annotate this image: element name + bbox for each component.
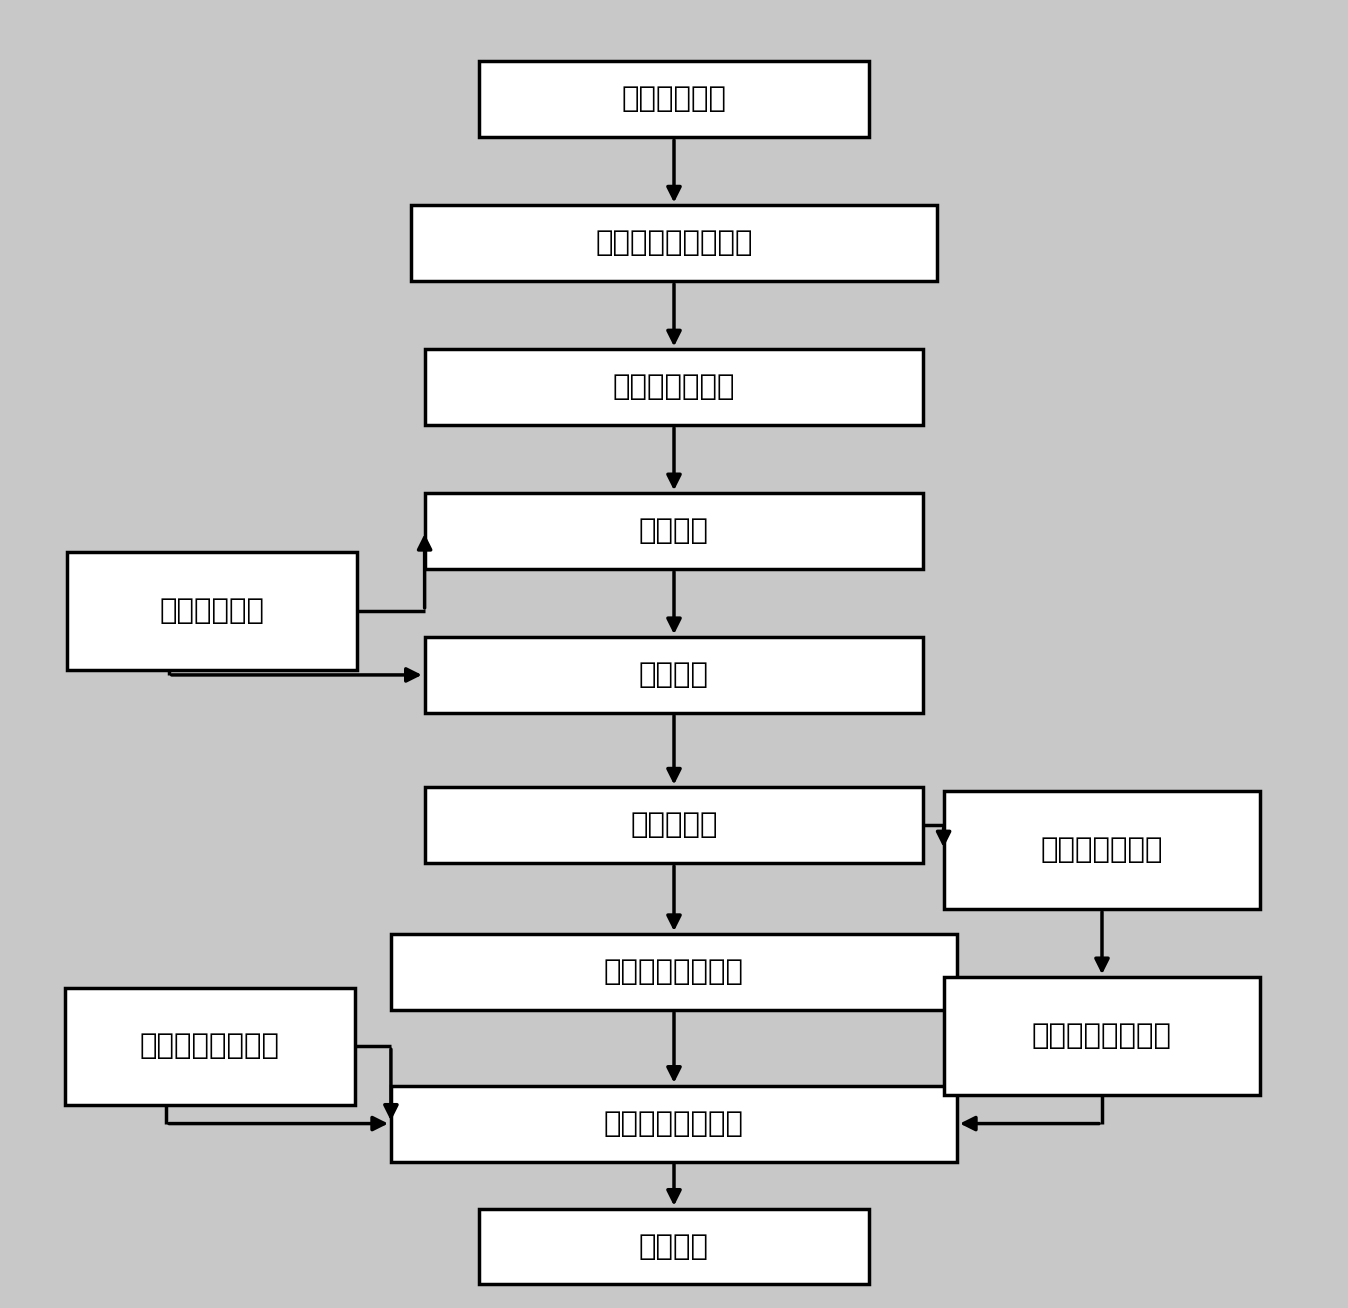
Bar [67,552,357,670]
Text: 区域生长: 区域生长 [639,517,709,545]
Text: 神经网络基本参数: 神经网络基本参数 [140,1032,279,1061]
Bar [479,1209,869,1284]
Bar [65,988,355,1105]
Text: 完成茶叶嫩芽分割: 完成茶叶嫩芽分割 [604,957,744,986]
Bar [425,493,923,569]
Bar [391,1086,957,1162]
Text: 形态学处理: 形态学处理 [631,811,717,840]
Bar [425,637,923,713]
Bar [411,205,937,281]
Text: 遗传神经网络设计: 遗传神经网络设计 [604,1109,744,1138]
Text: 图像的彩色空间转换: 图像的彩色空间转换 [596,229,752,258]
Bar [944,791,1260,909]
Bar [391,934,957,1010]
Text: 形状特征参数提取: 形状特征参数提取 [1033,1022,1171,1050]
Bar [479,61,869,137]
Bar [944,977,1260,1095]
Text: 区域合并: 区域合并 [639,661,709,689]
Bar [425,349,923,425]
Bar [425,787,923,863]
Text: 图像二值化处理: 图像二值化处理 [1041,836,1163,865]
Text: 生长合并规则: 生长合并规则 [160,596,264,625]
Text: 种子区域的选取: 种子区域的选取 [613,373,735,402]
Text: 识别结果: 识别结果 [639,1232,709,1261]
Text: 茶叶原始图像: 茶叶原始图像 [621,85,727,114]
